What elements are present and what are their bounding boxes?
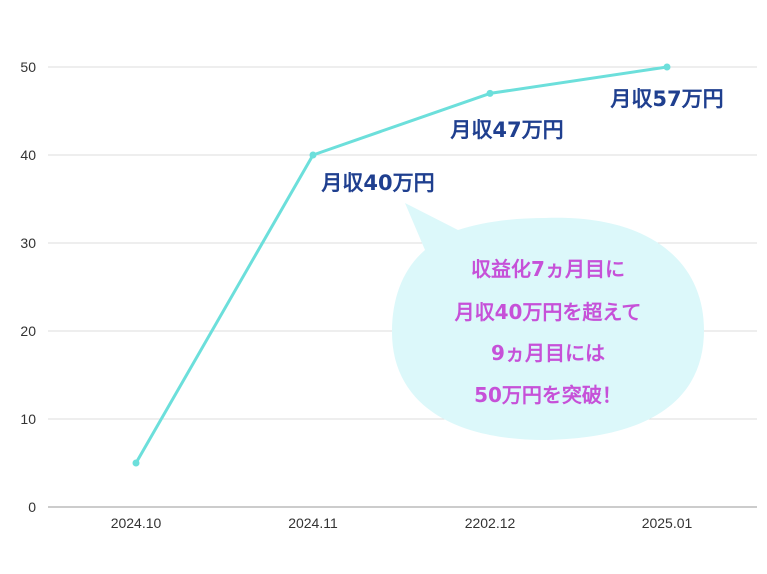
data-point [663,63,671,71]
y-tick-label: 40 [20,147,36,163]
y-tick-label: 20 [20,323,36,339]
y-tick-label: 50 [20,59,36,75]
x-tick-label: 2202.12 [465,515,516,531]
annotation-bubble-shape [392,203,704,440]
annotation-bubble: 収益化7ヵ月目に 月収40万円を超えて 9ヵ月目には 50万円を突破！ [392,203,704,440]
x-tick-label: 2024.11 [288,515,338,531]
data-label: 月収57万円 [609,87,723,111]
x-tick-label: 2024.10 [111,515,162,531]
series-line [134,65,669,465]
data-point [309,151,317,159]
annotation-line-3: 9ヵ月目には [491,341,605,365]
data-labels: 月収40万円 月収47万円 月収57万円 [320,87,723,195]
data-point [486,89,494,97]
annotation-line-2: 月収40万円を超えて [454,300,642,324]
annotation-line-4: 50万円を突破！ [474,383,622,407]
x-tick-label: 2025.01 [642,515,693,531]
y-tick-label: 0 [28,499,36,515]
data-point [132,459,140,467]
data-label: 月収47万円 [449,118,563,142]
y-tick-label: 10 [20,411,36,427]
y-tick-label: 30 [20,235,36,251]
y-axis-ticks: 0 10 20 30 40 50 [20,59,36,515]
data-label: 月収40万円 [320,171,434,195]
x-axis-ticks: 2024.10 2024.11 2202.12 2025.01 [111,515,693,531]
annotation-line-1: 収益化7ヵ月目に [471,257,625,281]
series-line-group [132,63,671,467]
